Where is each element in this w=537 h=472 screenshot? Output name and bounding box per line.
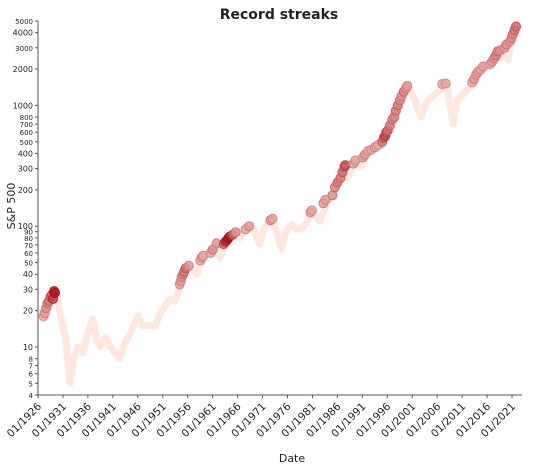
y-tick-label: 2000 — [13, 65, 33, 74]
y-tick-label: 10 — [23, 343, 33, 352]
chart-title: Record streaks — [220, 7, 339, 23]
record-points — [38, 21, 521, 322]
x-axis-label: Date — [279, 452, 306, 465]
record-point — [267, 213, 278, 224]
y-tick-label: 500 — [20, 139, 33, 147]
background-series — [39, 20, 521, 387]
y-tick-label: 4000 — [13, 29, 33, 38]
record-point — [230, 227, 241, 238]
record-point — [320, 194, 331, 205]
y-tick-label: 60 — [24, 250, 33, 258]
y-tick-label: 600 — [20, 129, 33, 137]
y-tick-label: 400 — [18, 149, 33, 158]
y-tick-label: 7 — [29, 363, 33, 371]
y-axis-label: S&P 500 — [5, 183, 18, 230]
y-tick-label: 200 — [18, 186, 33, 195]
record-point — [440, 78, 451, 89]
y-tick-label: 800 — [20, 114, 33, 122]
record-point — [306, 205, 317, 216]
y-tick-label: 300 — [18, 165, 33, 174]
y-tick-label: 5 — [29, 380, 33, 388]
record-point — [50, 287, 60, 298]
y-tick-label: 100 — [18, 222, 33, 231]
y-tick-label: 6 — [29, 371, 34, 379]
y-tick-label: 700 — [20, 121, 33, 129]
y-tick-label: 70 — [24, 242, 33, 250]
record-point — [402, 80, 413, 91]
y-tick-label: 1000 — [13, 101, 33, 110]
y-tick-label: 90 — [24, 229, 33, 237]
x-axis-ticks: 01/192601/193101/193601/194101/194601/19… — [5, 395, 518, 440]
y-tick-label: 5000 — [15, 18, 33, 26]
y-tick-label: 20 — [23, 307, 33, 316]
y-tick-label: 40 — [23, 270, 33, 279]
y-tick-label: 4 — [29, 392, 34, 400]
record-point — [511, 21, 521, 32]
record-point — [183, 260, 194, 271]
y-tick-label: 30 — [23, 285, 33, 294]
y-tick-label: 80 — [24, 235, 33, 243]
y-tick-label: 50 — [24, 260, 33, 268]
y-tick-label: 8 — [29, 356, 33, 364]
y-tick-label: 3000 — [15, 45, 33, 53]
record-point — [244, 221, 255, 232]
background-price-line — [39, 20, 521, 387]
